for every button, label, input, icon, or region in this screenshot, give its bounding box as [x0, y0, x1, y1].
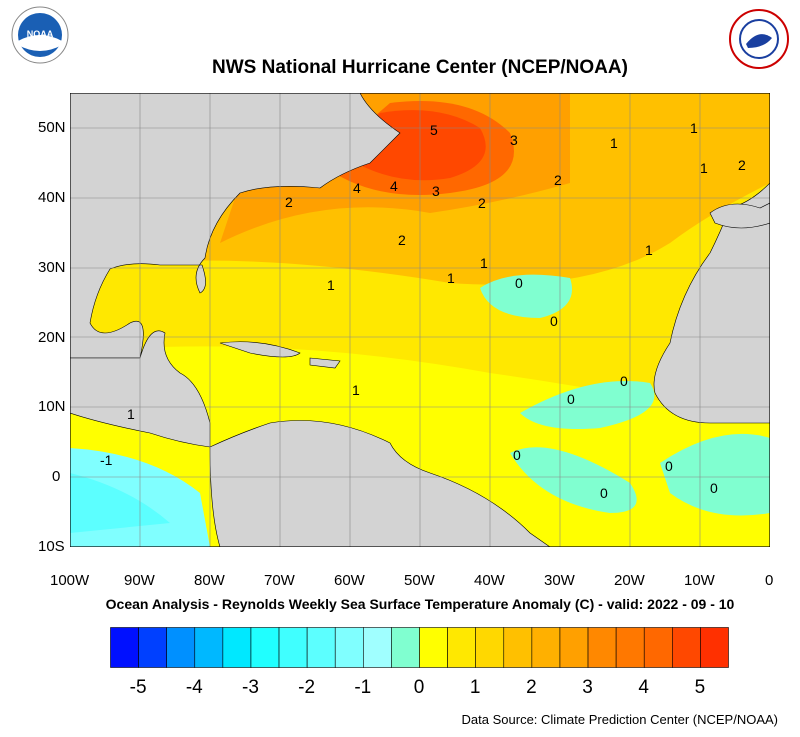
colorbar-swatch — [615, 627, 645, 668]
svg-text:2: 2 — [285, 194, 293, 210]
svg-text:3: 3 — [432, 183, 440, 199]
colorbar-swatch — [306, 627, 336, 668]
svg-text:2: 2 — [738, 157, 746, 173]
colorbar-label: 0 — [413, 677, 425, 698]
svg-text:0: 0 — [515, 275, 523, 291]
colorbar-swatch — [250, 627, 280, 668]
anomaly-negative — [480, 274, 572, 318]
svg-text:2: 2 — [478, 195, 486, 211]
colorbar-label: 3 — [582, 677, 593, 698]
contour-labels: 5 4 4 3 3 2 2 2 2 2 1 1 1 1 1 1 1 1 1 0 0 0 0 0 0 0 0 -1 — [100, 120, 746, 501]
svg-text:0: 0 — [567, 391, 575, 407]
colorbar-swatch — [587, 627, 617, 668]
colorbar-swatch — [138, 627, 167, 668]
svg-text:0: 0 — [513, 447, 521, 463]
svg-text:1: 1 — [447, 270, 455, 286]
colorbar-swatch — [363, 627, 392, 668]
svg-text:2: 2 — [554, 172, 562, 188]
colorbar-swatch — [166, 627, 196, 668]
svg-text:1: 1 — [690, 120, 698, 136]
colorbar-label: 1 — [469, 677, 481, 698]
svg-text:4: 4 — [353, 180, 361, 196]
colorbar-swatch — [447, 627, 476, 668]
colorbar-swatch — [194, 627, 224, 668]
svg-text:0: 0 — [665, 458, 673, 474]
colorbar-label: -2 — [298, 677, 316, 698]
colorbar-swatch — [419, 627, 448, 668]
sst-anomaly-map: 5 4 4 3 3 2 2 2 2 2 1 1 1 1 1 1 1 1 1 0 0 0 0 0 0 0 0 -1 — [70, 93, 770, 547]
colorbar-swatch — [334, 627, 364, 668]
svg-text:NOAA: NOAA — [27, 29, 54, 39]
colorbar-swatch — [531, 627, 561, 668]
colorbar-swatch — [475, 627, 505, 668]
colorbar-swatch — [503, 627, 533, 668]
colorbar-label: 4 — [638, 677, 649, 698]
map-subtitle: Ocean Analysis - Reynolds Weekly Sea Sur… — [105, 596, 735, 612]
svg-text:1: 1 — [700, 160, 708, 176]
colorbar-swatch — [110, 627, 139, 668]
colorbar-swatch — [222, 627, 252, 668]
svg-text:1: 1 — [352, 382, 360, 398]
colorbar-swatch — [643, 627, 673, 668]
svg-text:0: 0 — [620, 373, 628, 389]
svg-text:-1: -1 — [100, 452, 113, 468]
colorbar-swatch — [700, 627, 729, 668]
noaa-logo: NOAA — [11, 6, 69, 64]
svg-text:1: 1 — [610, 135, 618, 151]
colorbar-label: -3 — [242, 677, 259, 698]
svg-text:1: 1 — [327, 277, 335, 293]
svg-text:1: 1 — [645, 242, 653, 258]
north-america — [70, 93, 401, 359]
svg-text:0: 0 — [550, 313, 558, 329]
iberia — [709, 202, 770, 229]
svg-text:5: 5 — [430, 122, 438, 138]
colorbar-label: -4 — [185, 677, 203, 698]
svg-text:0: 0 — [600, 485, 608, 501]
gridlines — [70, 93, 770, 547]
svg-text:1: 1 — [127, 406, 135, 422]
colorbar-label: -1 — [354, 677, 372, 698]
colorbar — [110, 627, 729, 668]
map-title: NWS National Hurricane Center (NCEP/NOAA… — [212, 57, 628, 78]
svg-text:2: 2 — [398, 232, 406, 248]
colorbar-swatch — [278, 627, 308, 668]
data-source: Data Source: Climate Prediction Center (… — [461, 712, 778, 727]
hispaniola — [309, 357, 341, 369]
colorbar-swatch — [672, 627, 701, 668]
colorbar-label: -5 — [129, 677, 147, 698]
south-america — [209, 420, 551, 547]
svg-text:0: 0 — [710, 480, 718, 496]
svg-text:4: 4 — [390, 178, 398, 194]
colorbar-swatch — [391, 627, 420, 668]
colorbar-label: 2 — [526, 677, 537, 698]
colorbar-label: 5 — [694, 677, 706, 698]
svg-text:3: 3 — [510, 132, 518, 148]
nws-logo — [729, 9, 789, 69]
svg-text:1: 1 — [480, 255, 488, 271]
colorbar-swatch — [559, 627, 589, 668]
